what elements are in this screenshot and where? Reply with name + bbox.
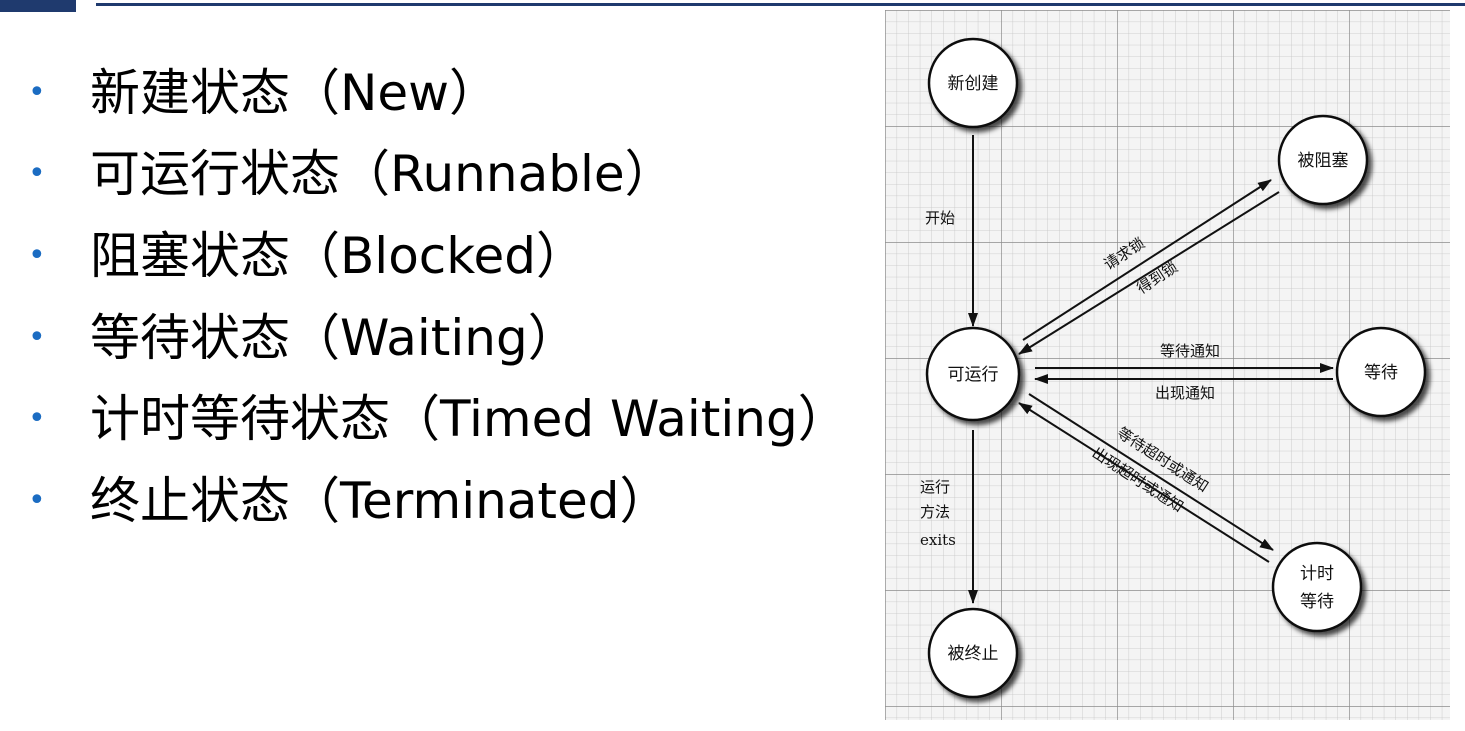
state-runnable: 可运行状态（Runnable） <box>90 145 675 204</box>
bullet-icon: • <box>28 401 46 437</box>
node-terminated: 被终止 <box>927 607 1019 699</box>
edge-label-run-line2: 方法 <box>920 503 950 521</box>
node-label-timed-line1: 计时 <box>1300 564 1334 584</box>
bullet-icon: • <box>28 156 46 192</box>
edge-timeout-notified <box>1018 402 1270 563</box>
state-waiting: 等待状态（Waiting） <box>90 308 578 367</box>
edge-label-notified: 出现通知 <box>1155 384 1215 402</box>
bullet-icon: • <box>28 237 46 273</box>
header-rule <box>96 3 1465 6</box>
node-label-blocked: 被阻塞 <box>1298 151 1349 171</box>
node-label-timed-line2: 等待 <box>1300 592 1334 612</box>
bullet-icon: • <box>28 319 46 355</box>
node-blocked: 被阻塞 <box>1277 114 1369 206</box>
state-new: 新建状态（New） <box>90 63 500 122</box>
node-label-runnable: 可运行 <box>948 365 999 385</box>
list-item: • 可运行状态（Runnable） <box>28 134 848 216</box>
list-item: • 终止状态（Terminated） <box>28 460 848 542</box>
edge-request-lock <box>1022 179 1272 341</box>
node-timed-waiting: 计时 等待 <box>1271 541 1363 633</box>
bullet-icon: • <box>28 482 46 518</box>
edge-label-wait-notify: 等待通知 <box>1160 342 1220 360</box>
thread-states-list: • 新建状态（New） • 可运行状态（Runnable） • 阻塞状态（Blo… <box>28 52 848 542</box>
state-terminated: 终止状态（Terminated） <box>90 471 670 530</box>
header-corner-block <box>0 0 76 12</box>
list-item: • 等待状态（Waiting） <box>28 297 848 379</box>
node-label-terminated: 被终止 <box>948 644 999 664</box>
edge-label-run-line3: exits <box>920 531 956 549</box>
edge-label-run-line1: 运行 <box>920 478 950 496</box>
thread-state-diagram: 开始 请求锁 得到锁 等待通知 出现通知 等待超时或通知 出现超时或通知 运行 … <box>885 10 1450 720</box>
node-label-new: 新创建 <box>948 74 999 94</box>
list-item: • 阻塞状态（Blocked） <box>28 215 848 297</box>
edge-wait-timeout <box>1028 393 1274 551</box>
edge-acquire-lock <box>1018 191 1280 355</box>
node-waiting: 等待 <box>1335 326 1427 418</box>
bullet-icon: • <box>28 74 46 110</box>
node-label-waiting: 等待 <box>1364 363 1398 383</box>
list-item: • 计时等待状态（Timed Waiting） <box>28 378 848 460</box>
edge-label-start: 开始 <box>925 209 955 227</box>
state-timed-waiting: 计时等待状态（Timed Waiting） <box>90 390 848 449</box>
node-new: 新创建 <box>927 37 1019 129</box>
list-item: • 新建状态（New） <box>28 52 848 134</box>
node-runnable: 可运行 <box>925 326 1021 422</box>
state-blocked: 阻塞状态（Blocked） <box>90 226 586 285</box>
